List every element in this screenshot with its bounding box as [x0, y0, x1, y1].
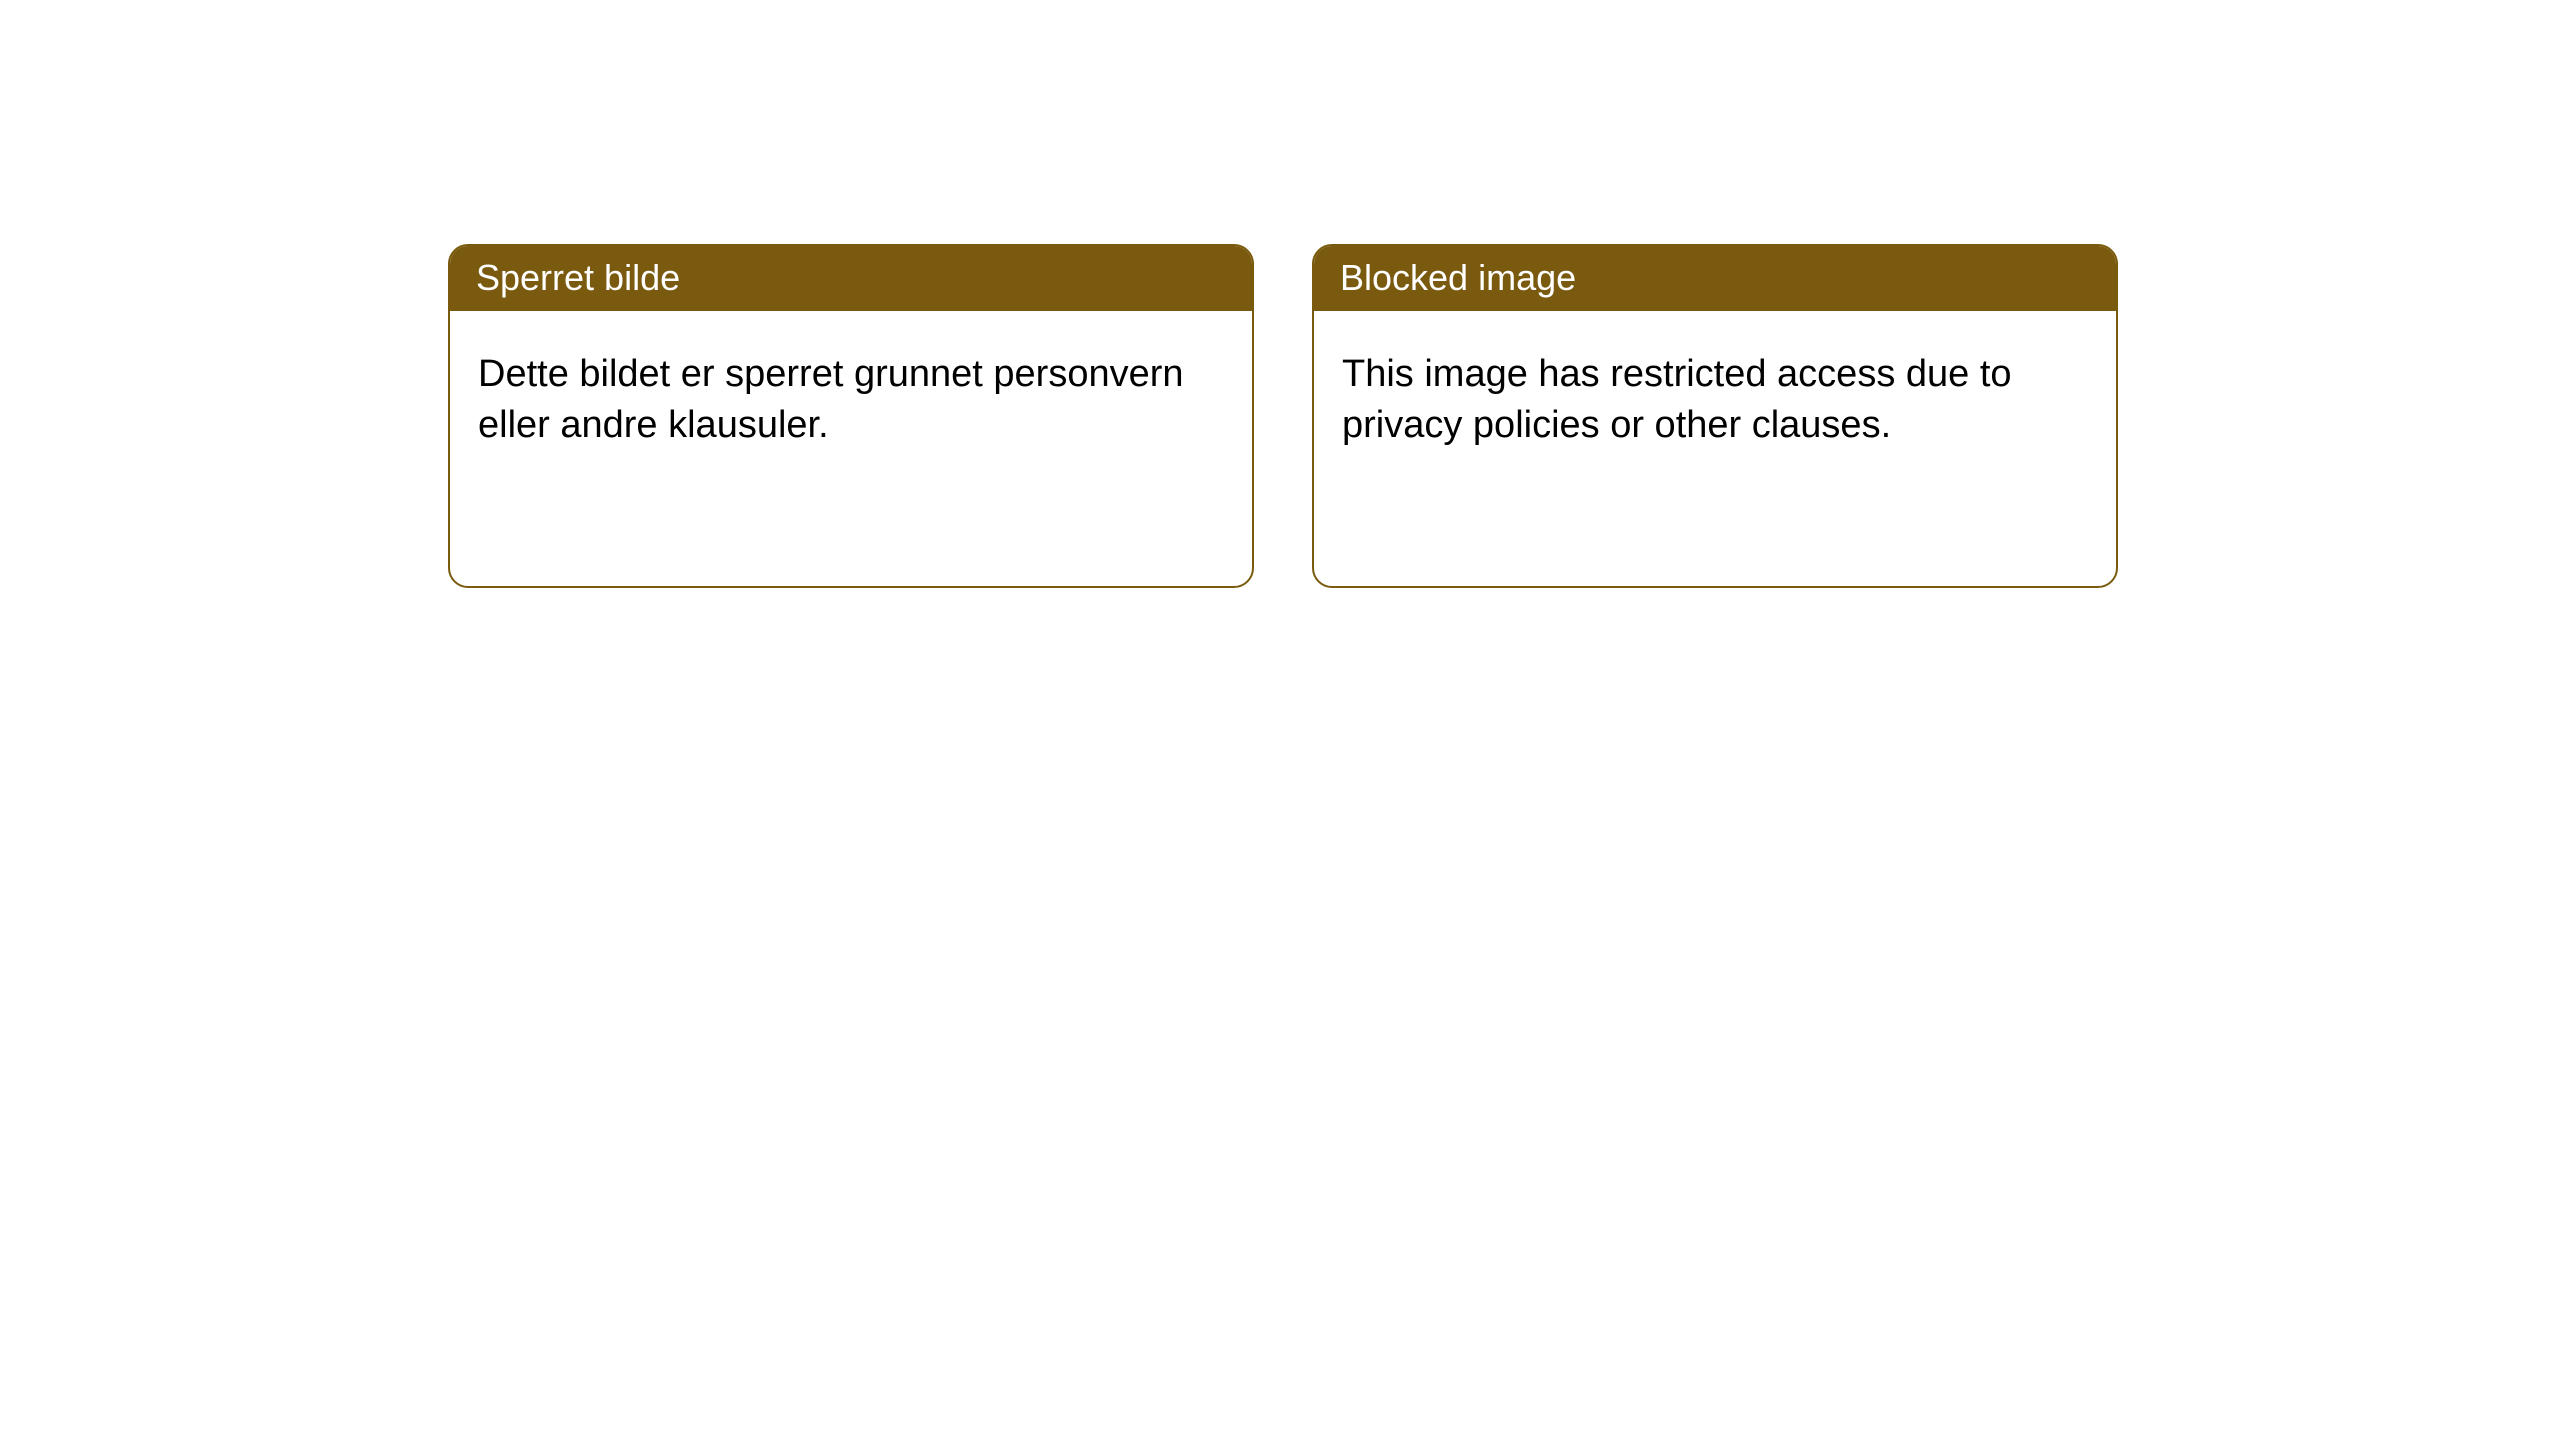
- notice-card-norwegian: Sperret bilde Dette bildet er sperret gr…: [448, 244, 1254, 588]
- card-header: Blocked image: [1314, 246, 2116, 311]
- card-header: Sperret bilde: [450, 246, 1252, 311]
- card-body: This image has restricted access due to …: [1314, 311, 2116, 586]
- notice-container: Sperret bilde Dette bildet er sperret gr…: [0, 0, 2560, 588]
- card-body: Dette bildet er sperret grunnet personve…: [450, 311, 1252, 586]
- notice-card-english: Blocked image This image has restricted …: [1312, 244, 2118, 588]
